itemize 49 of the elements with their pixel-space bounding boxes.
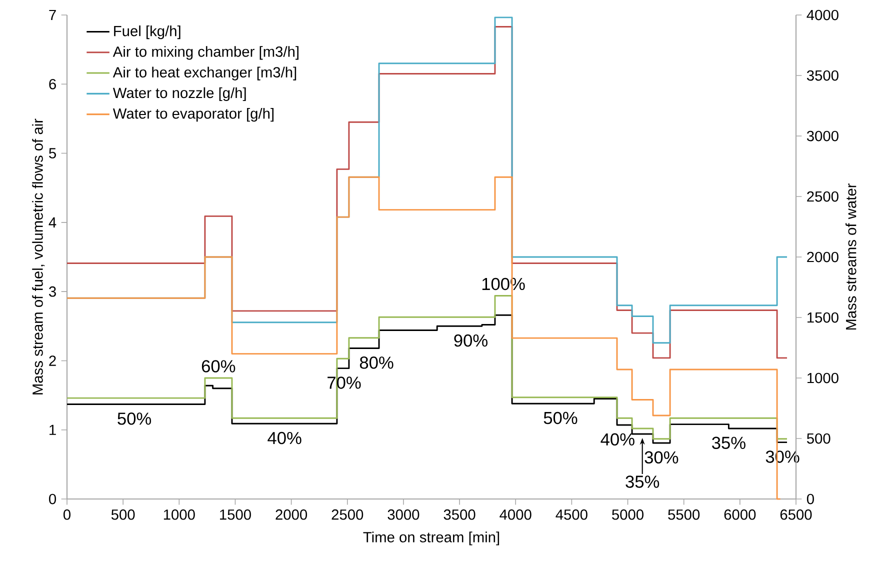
y2-tick-label: 1500: [808, 312, 838, 323]
x-tick-label: 2000: [276, 509, 308, 520]
y-tick-label: 5: [49, 148, 56, 158]
y2-tick-label: 500: [806, 433, 830, 444]
y-tick-label: 0: [49, 494, 56, 504]
y2-tick-label: 3000: [806, 130, 838, 142]
x-tick-label: 4000: [500, 509, 532, 520]
annotation: 50%: [544, 412, 578, 424]
x-tick-label: 1000: [164, 509, 195, 520]
x-tick-label: 3500: [444, 509, 476, 520]
legend-label: Fuel [kg/h]: [114, 25, 180, 40]
annotation: 30%: [644, 451, 678, 464]
x-tick-label: 500: [111, 509, 135, 520]
y-tick-label: 6: [49, 78, 56, 90]
y2-tick-label: 2500: [807, 191, 838, 202]
y-tick-label: 2: [49, 356, 56, 366]
y-tick-label: 3: [49, 286, 56, 297]
y-tick-label: 7: [49, 10, 56, 20]
x-tick-label: 5500: [668, 509, 700, 520]
annotation: 40%: [600, 433, 634, 446]
y2-tick-label: 3500: [806, 70, 838, 81]
x-axis-title: Time on stream [min]: [363, 532, 500, 546]
legend-label: Water to nozzle [g/h]: [112, 87, 246, 101]
annotation: 80%: [360, 356, 394, 369]
legend-label: Air to heat exchanger [m3/h]: [112, 66, 296, 80]
legend-label: Air to mixing chamber [m3/h]: [112, 46, 298, 60]
x-tick-label: 4500: [556, 509, 588, 520]
y2-axis-title: Mass streams of water: [846, 184, 856, 330]
annotation: 40%: [268, 432, 302, 444]
x-tick-label: 6500: [780, 509, 812, 520]
y2-tick-label: 2000: [807, 252, 838, 262]
annotation: 50%: [118, 412, 152, 425]
x-tick-label: 5000: [612, 509, 644, 520]
annotation: 35%: [626, 476, 660, 488]
y-tick-label: 4: [48, 217, 56, 228]
x-tick-label: 3000: [388, 509, 420, 520]
x-tick-label: 2500: [332, 509, 364, 520]
y-tick-label: 1: [50, 424, 56, 435]
annotation: 60%: [202, 360, 236, 372]
x-tick-label: 0: [63, 509, 70, 520]
x-tick-label: 6000: [724, 509, 756, 520]
legend-label: Water to evaporator [g/h]: [112, 108, 274, 122]
annotation: 90%: [454, 334, 488, 347]
y2-tick-label: 4000: [806, 10, 838, 20]
y2-tick-label: 0: [806, 494, 814, 504]
y2-tick-label: 1000: [808, 372, 838, 384]
x-tick-label: 1500: [220, 509, 251, 520]
annotation: 35%: [712, 436, 746, 450]
y-axis-title: Mass stream of fuel, volumetric flows of air: [32, 118, 45, 394]
